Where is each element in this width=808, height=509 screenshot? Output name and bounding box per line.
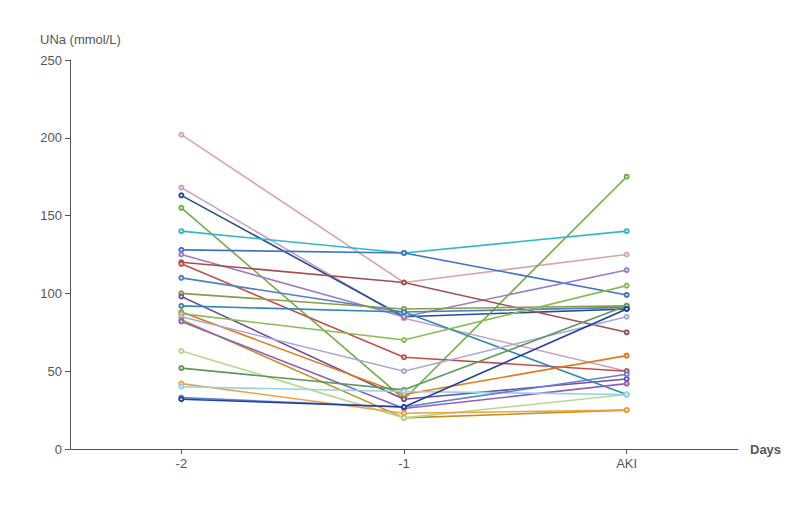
- svg-text:250: 250: [40, 53, 62, 68]
- svg-text:0: 0: [55, 442, 62, 457]
- svg-text:100: 100: [40, 286, 62, 301]
- svg-text:50: 50: [48, 364, 62, 379]
- svg-text:UNa (mmol/L): UNa (mmol/L): [40, 32, 121, 47]
- svg-text:AKI: AKI: [616, 456, 637, 471]
- svg-text:-1: -1: [398, 456, 410, 471]
- svg-text:Days: Days: [750, 442, 781, 457]
- svg-text:150: 150: [40, 208, 62, 223]
- svg-text:200: 200: [40, 130, 62, 145]
- svg-text:-2: -2: [176, 456, 188, 471]
